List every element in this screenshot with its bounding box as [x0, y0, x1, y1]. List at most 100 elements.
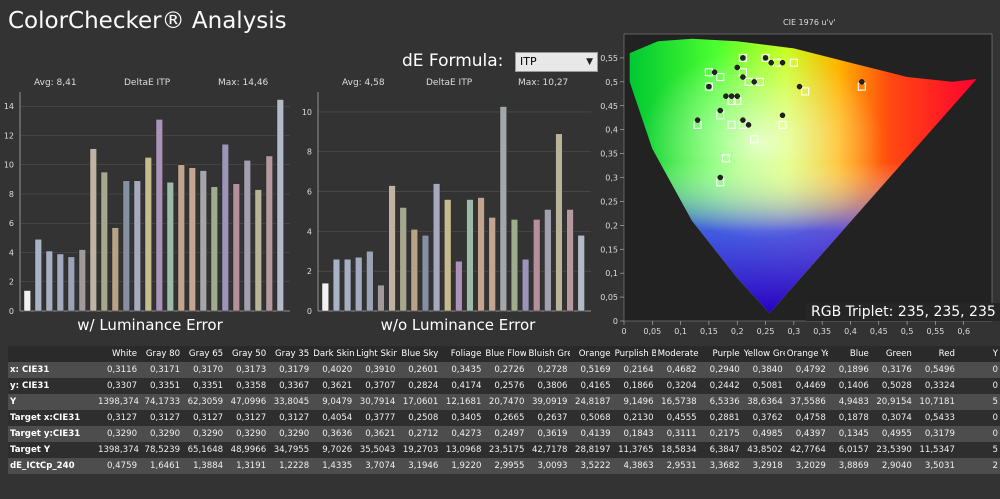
target-marker — [778, 120, 787, 129]
table-cell: 1398,3744 — [96, 394, 140, 410]
column-header[interactable]: Bluish Green — [526, 346, 570, 362]
table-cell: 0,3116 — [96, 362, 140, 378]
column-header[interactable]: Blue — [827, 346, 871, 362]
column-header[interactable]: Green — [870, 346, 914, 362]
column-header[interactable]: Yellow Green — [741, 346, 785, 362]
y-tick-label: 0,45 — [600, 102, 618, 111]
table-cell: 28,8197 — [569, 442, 613, 458]
column-header[interactable]: Light Skin — [354, 346, 398, 362]
bar — [232, 183, 240, 312]
table-cell: 0,2665 — [483, 410, 527, 426]
column-header[interactable]: Moderate Red — [655, 346, 699, 362]
bar — [377, 284, 385, 312]
row-label: Target x:CIE31 — [8, 410, 96, 426]
column-header[interactable]: Orange Yellow — [784, 346, 828, 362]
column-header[interactable]: Purple — [698, 346, 742, 362]
column-header[interactable]: Foliage — [440, 346, 484, 362]
table-cell: 0,3840 — [741, 362, 785, 378]
y-tick-label: 0,5 — [605, 78, 618, 87]
table-cell: 1,3191 — [225, 458, 269, 474]
table-cell: 16,5738 — [655, 394, 699, 410]
table-cell: 0,1406 — [827, 378, 871, 394]
table-cell: 3,8869 — [827, 458, 871, 474]
table-cell: 0,3290 — [268, 426, 312, 442]
table-cell: 48,9966 — [225, 442, 269, 458]
column-header[interactable]: White — [96, 346, 140, 362]
table-cell: 0,4174 — [440, 378, 484, 394]
table-cell: 0,4955 — [870, 426, 914, 442]
bar — [410, 229, 418, 312]
formula-select[interactable]: ITP ▼ — [515, 52, 598, 72]
column-header[interactable]: Orange — [569, 346, 613, 362]
table-cell: 3,2029 — [784, 458, 828, 474]
bar — [455, 261, 463, 312]
column-header[interactable]: Gray 65 — [182, 346, 226, 362]
table-cell: 2 — [956, 458, 1000, 474]
table-cell: 0,3777 — [354, 410, 398, 426]
bar — [421, 235, 430, 312]
x-tick-label: 0,55 — [926, 327, 944, 336]
table-cell: 0,3179 — [268, 362, 312, 378]
column-header[interactable]: Y — [956, 346, 1000, 362]
table-cell: 0,5081 — [741, 378, 785, 394]
table-cell: 23,5175 — [483, 442, 527, 458]
table-cell: 0,3290 — [182, 426, 226, 442]
bar — [265, 155, 273, 312]
bar — [466, 199, 474, 312]
y-tick-label: 0,05 — [600, 293, 618, 302]
measured-point — [717, 107, 723, 114]
y-tick-label: 6 — [9, 219, 14, 228]
table-cell: 0,3127 — [182, 410, 226, 426]
row-label: Y — [8, 394, 96, 410]
table-cell: 0,4397 — [784, 426, 828, 442]
measured-point — [740, 117, 746, 123]
table-cell: 0,3074 — [870, 410, 914, 426]
table-cell: 0,3176 — [870, 362, 914, 378]
table-cell: 20,7470 — [483, 394, 527, 410]
target-marker — [721, 154, 730, 163]
column-header[interactable]: Dark Skin — [311, 346, 355, 362]
table-cell: 1,3884 — [182, 458, 226, 474]
table-cell: 4,3863 — [612, 458, 656, 474]
table-cell: 37,5586 — [784, 394, 828, 410]
table-cell: 0,5028 — [870, 378, 914, 394]
table-cell: 19,2703 — [397, 442, 441, 458]
column-header[interactable]: Gray 80 — [139, 346, 183, 362]
bar — [388, 185, 396, 312]
column-header[interactable]: Blue Sky — [397, 346, 441, 362]
x-tick-label: 0,45 — [870, 327, 888, 336]
table-cell: 0,3127 — [139, 410, 183, 426]
table-cell: 3,2918 — [741, 458, 785, 474]
table-cell: 0,3111 — [655, 426, 699, 442]
table-cell: 74,1733 — [139, 394, 183, 410]
y-tick-label: 2 — [9, 278, 14, 287]
table-cell: 0,3621 — [311, 378, 355, 394]
table-cell: 0 — [956, 362, 1000, 378]
table-cell: 33,8045 — [268, 394, 312, 410]
column-header[interactable]: Gray 50 — [225, 346, 269, 362]
table-cell: 10,7181 — [913, 394, 957, 410]
chart-avg-label: Avg: 4,58 — [342, 78, 385, 88]
column-header[interactable]: Red — [913, 346, 957, 362]
row-label: Target Y — [8, 442, 96, 458]
table-row: y: CIE31 0,3307 0,3351 0,3351 0,3358 0,3367 0,… — [8, 378, 1000, 394]
row-label: y: CIE31 — [8, 378, 96, 394]
table-row: Target Y1398,374478,523965,164848,996634… — [8, 442, 1000, 458]
column-header[interactable]: Purplish Blue — [612, 346, 656, 362]
column-header[interactable]: Gray 35 — [268, 346, 312, 362]
y-tick-label: 10 — [302, 108, 312, 117]
bar — [133, 180, 141, 312]
bar — [23, 290, 31, 312]
table-cell: 0,2940 — [698, 362, 742, 378]
bar — [199, 170, 207, 312]
row-label: Target y:CIE31 — [8, 426, 96, 442]
bar — [577, 235, 585, 312]
chart-max-label: Max: 14,46 — [218, 78, 269, 88]
table-cell: 0,3127 — [96, 410, 140, 426]
bar — [188, 167, 196, 312]
x-tick-label: 0,6 — [957, 327, 970, 336]
bar — [56, 253, 64, 312]
column-header[interactable]: Blue Flower — [483, 346, 527, 362]
table-cell: 20,9154 — [870, 394, 914, 410]
table-cell: 1,4335 — [311, 458, 355, 474]
